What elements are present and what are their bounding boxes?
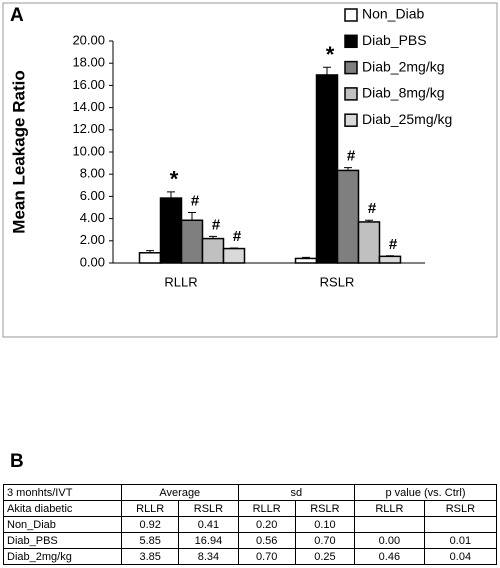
bar bbox=[222, 247, 246, 264]
table-cell: RSLR bbox=[178, 500, 239, 517]
y-tick-label: 12.00 bbox=[72, 121, 105, 136]
panel-label: B bbox=[10, 451, 24, 472]
legend-label: Diab_PBS bbox=[362, 32, 427, 48]
table-cell: p value (vs. Ctrl) bbox=[354, 484, 497, 501]
y-tick-label: 14.00 bbox=[72, 99, 105, 114]
table-cell bbox=[354, 516, 425, 533]
table-cell: 0.46 bbox=[354, 548, 425, 565]
table-row: 3 monhts/IVT Average sd p value (vs. Ctrl) bbox=[2, 484, 497, 501]
significance-marker: # bbox=[389, 236, 398, 253]
y-tick-label: 20.00 bbox=[72, 32, 105, 47]
table-row: Akita diabetic RLLR RSLR RLLR RSLR RLLR RSLR bbox=[2, 500, 498, 517]
error-bar bbox=[323, 66, 331, 75]
significance-marker: * bbox=[170, 167, 179, 192]
error-bar bbox=[386, 255, 394, 257]
error-bar bbox=[167, 191, 175, 199]
table-row: Diab_PBS 5.85 16.94 0.56 0.70 0.00 0.01 bbox=[2, 532, 498, 549]
legend-swatch bbox=[344, 8, 358, 22]
legend-label: Diab_2mg/kg bbox=[362, 58, 445, 74]
legend-swatch bbox=[344, 87, 358, 101]
significance-marker: # bbox=[347, 148, 356, 165]
table-cell: 3 monhts/IVT bbox=[2, 484, 123, 501]
table-cell: RSLR bbox=[294, 500, 356, 517]
y-tick-label: 6.00 bbox=[80, 188, 105, 203]
table-cell: 3.85 bbox=[121, 548, 180, 565]
table-cell bbox=[423, 516, 498, 533]
table-cell: 0.01 bbox=[423, 532, 498, 549]
table-cell: 0.00 bbox=[354, 532, 425, 549]
table-cell: 0.70 bbox=[294, 532, 356, 549]
y-tick-label: 18.00 bbox=[72, 55, 105, 70]
x-tick-label: RSLR bbox=[320, 274, 355, 289]
panel-frame bbox=[2, 2, 498, 338]
significance-marker: # bbox=[233, 228, 242, 245]
table-cell: Diab_2mg/kg bbox=[2, 548, 123, 565]
data-table: 3 monhts/IVT Average sd p value (vs. Ctrl) A… bbox=[2, 484, 498, 565]
bar bbox=[138, 252, 162, 264]
error-bar bbox=[188, 211, 196, 221]
y-axis-title: Mean Leakage Ratio bbox=[9, 70, 28, 233]
table-row: Non_Diab 0.92 0.41 0.20 0.10 bbox=[2, 516, 498, 533]
table-cell: 0.41 bbox=[178, 516, 239, 533]
table-cell: Akita diabetic bbox=[2, 500, 123, 517]
table-cell: RLLR bbox=[121, 500, 180, 517]
panel-label: A bbox=[10, 5, 24, 26]
table-cell: RLLR bbox=[237, 500, 296, 517]
y-tick-label: 8.00 bbox=[80, 166, 105, 181]
table-cell: sd bbox=[237, 484, 356, 501]
legend-label: Non_Diab bbox=[362, 6, 424, 22]
table-cell: 0.20 bbox=[237, 516, 296, 533]
table-cell: 8.34 bbox=[178, 548, 239, 565]
table-cell: Average bbox=[121, 484, 239, 501]
legend-label: Diab_25mg/kg bbox=[362, 111, 452, 127]
table-cell: 5.85 bbox=[121, 532, 180, 549]
error-bar bbox=[209, 235, 217, 239]
significance-marker: # bbox=[368, 200, 377, 217]
x-tick-label: RLLR bbox=[164, 274, 197, 289]
table-cell: 0.25 bbox=[294, 548, 356, 565]
bar bbox=[201, 237, 225, 264]
table-cell: 0.92 bbox=[121, 516, 180, 533]
significance-marker: * bbox=[326, 42, 335, 67]
error-bar bbox=[344, 167, 352, 171]
legend-swatch bbox=[344, 113, 358, 127]
significance-marker: # bbox=[212, 216, 221, 233]
legend-label: Diab_8mg/kg bbox=[362, 85, 445, 101]
y-tick-label: 4.00 bbox=[80, 210, 105, 225]
table-row: Diab_2mg/kg 3.85 8.34 0.70 0.25 0.46 0.04 bbox=[2, 548, 498, 565]
legend-swatch bbox=[344, 60, 358, 75]
y-tick-label: 16.00 bbox=[72, 77, 105, 92]
y-tick-label: 2.00 bbox=[80, 232, 105, 247]
table-cell: 16.94 bbox=[178, 532, 239, 549]
y-tick-label: 0.00 bbox=[80, 254, 105, 269]
table-cell: Non_Diab bbox=[2, 516, 123, 533]
table-cell: 0.10 bbox=[294, 516, 356, 533]
table-cell: 0.56 bbox=[237, 532, 296, 549]
significance-marker: # bbox=[191, 192, 200, 209]
legend-swatch bbox=[344, 34, 358, 49]
bar bbox=[378, 255, 402, 264]
error-bar bbox=[230, 247, 238, 249]
bar bbox=[159, 197, 183, 264]
y-tick-label: 10.00 bbox=[72, 143, 105, 158]
bar bbox=[315, 74, 339, 264]
table-cell: 0.70 bbox=[237, 548, 296, 565]
table-cell: RLLR bbox=[354, 500, 425, 517]
error-bar bbox=[302, 256, 310, 259]
table-cell: 0.04 bbox=[423, 548, 498, 565]
error-bar bbox=[365, 219, 373, 222]
bar bbox=[180, 219, 204, 264]
table-cell: Diab_PBS bbox=[2, 532, 123, 549]
table-cell: RSLR bbox=[423, 500, 498, 517]
bar bbox=[294, 257, 318, 264]
bar bbox=[357, 221, 381, 264]
bar bbox=[336, 169, 360, 264]
error-bar bbox=[146, 250, 154, 253]
